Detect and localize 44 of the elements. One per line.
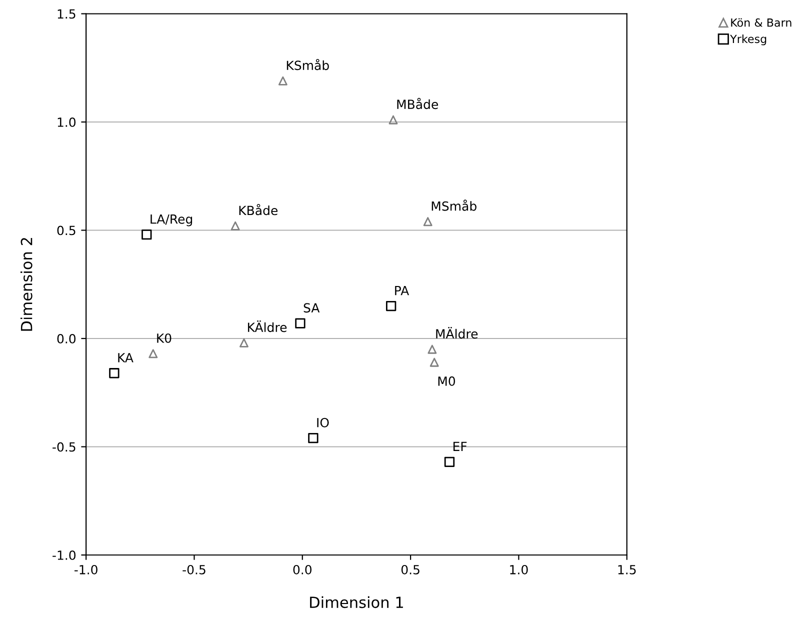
annotation: MÄldre xyxy=(436,327,478,339)
point xyxy=(423,217,432,226)
x-tick-label: -0.5 xyxy=(182,564,206,574)
y-axis-title: Dimension 2 xyxy=(20,238,32,331)
annotation: PA xyxy=(395,286,410,296)
annotation: KSmåb xyxy=(286,58,329,70)
y-tick-label: -1.0 xyxy=(52,550,76,560)
annotation: KA xyxy=(118,353,134,362)
y-tick-label: 0.0 xyxy=(57,334,76,344)
annotation: M0 xyxy=(438,376,456,386)
annotation: MBåde xyxy=(397,98,438,110)
x-tick-label: -1.0 xyxy=(74,564,98,574)
point xyxy=(142,229,152,240)
point xyxy=(308,433,318,444)
point xyxy=(239,338,248,348)
legend-label: Kön & Barn xyxy=(731,18,792,27)
annotation: SA xyxy=(304,303,320,313)
annotation: KBåde xyxy=(239,204,278,216)
annotation: LA/Reg xyxy=(150,214,192,226)
annotation: KÄldre xyxy=(248,320,287,332)
point xyxy=(109,368,120,378)
point xyxy=(428,344,437,354)
x-tick-label: 0.0 xyxy=(293,564,312,574)
point xyxy=(278,76,288,86)
annotation: K0 xyxy=(157,333,172,343)
x-tick-label: 1.0 xyxy=(510,564,528,574)
y-tick-label: 1.5 xyxy=(58,9,76,19)
x-tick-label: 0.5 xyxy=(401,564,420,574)
annotation: MSmåb xyxy=(432,200,476,211)
y-tick-label: 0.5 xyxy=(57,226,76,236)
x-axis-title: Dimension 1 xyxy=(310,596,403,608)
y-tick-label: -0.5 xyxy=(52,442,76,452)
annotation: EF xyxy=(453,442,467,451)
point xyxy=(230,221,240,230)
point xyxy=(295,318,306,328)
point xyxy=(444,456,455,467)
y-tick-label: 1.0 xyxy=(58,117,76,127)
point xyxy=(388,115,398,124)
point xyxy=(386,300,396,312)
annotation: IO xyxy=(317,418,329,428)
legend-label: Yrkesg xyxy=(730,34,766,46)
point xyxy=(148,349,158,358)
point xyxy=(430,358,439,367)
x-tick-label: 1.5 xyxy=(618,565,636,574)
